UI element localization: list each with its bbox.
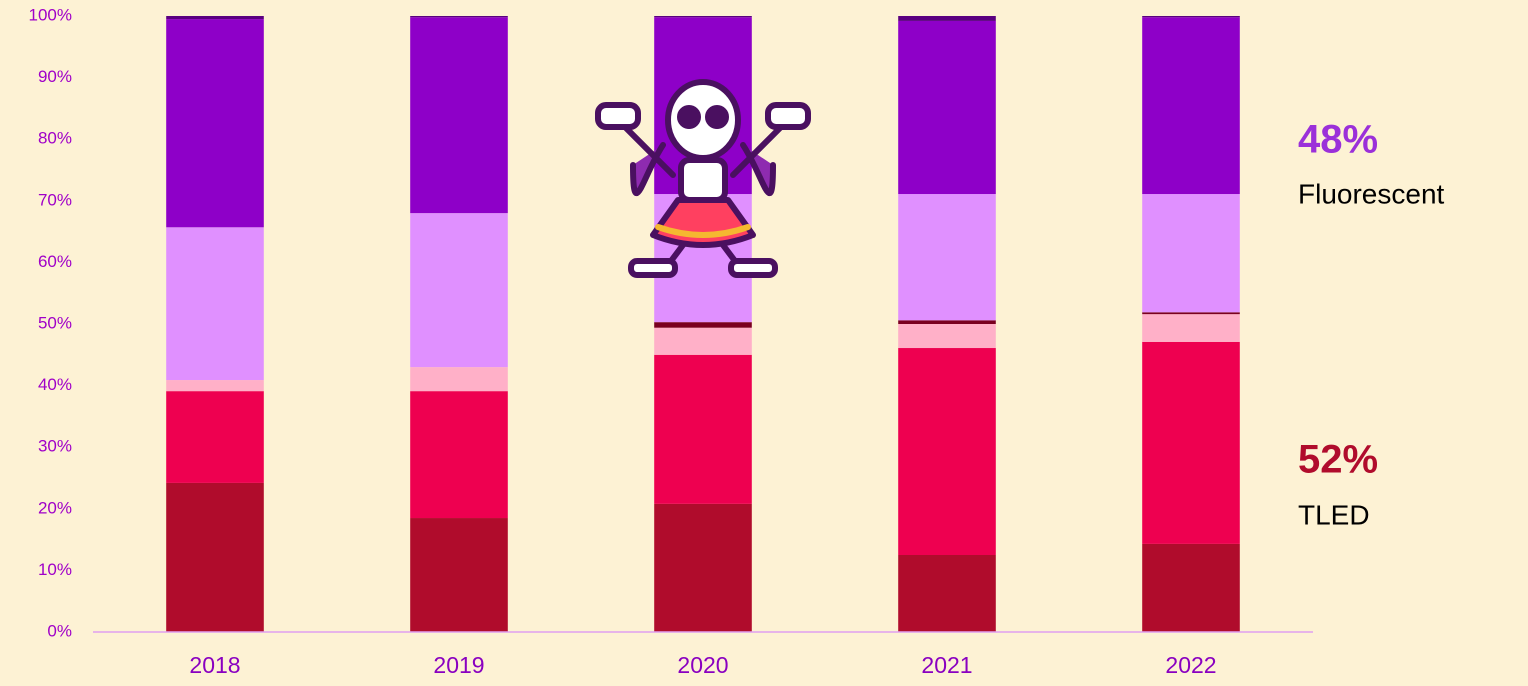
eye: [708, 108, 726, 126]
bar-segment: [166, 19, 264, 227]
x-tick-label: 2018: [189, 652, 240, 678]
x-tick-label: 2021: [921, 652, 972, 678]
y-tick-label: 40%: [38, 375, 72, 394]
y-tick-label: 70%: [38, 190, 72, 209]
bar-segment: [898, 324, 996, 348]
annotation-text: TLED: [1298, 499, 1370, 530]
bar-segment: [410, 17, 508, 213]
y-tick-label: 90%: [38, 67, 72, 86]
y-tick-label: 60%: [38, 252, 72, 271]
bar-segment: [654, 328, 752, 355]
annotation-value: 52%: [1298, 438, 1378, 482]
bar-segment: [898, 320, 996, 324]
ribs: [681, 160, 725, 200]
bar-segment: [654, 504, 752, 632]
bar-segment: [166, 391, 264, 483]
bar-segment: [410, 213, 508, 367]
foot: [631, 261, 675, 275]
annotation-value: 48%: [1298, 118, 1378, 162]
bar-segment: [1142, 17, 1240, 194]
y-tick-label: 50%: [38, 313, 72, 332]
y-tick-label: 10%: [38, 560, 72, 579]
bar-segment: [410, 518, 508, 632]
bar-segment: [166, 16, 264, 19]
bar-segment: [654, 355, 752, 504]
annotation-text: Fluorescent: [1298, 178, 1445, 209]
bar-segment: [898, 348, 996, 555]
bar-segment: [166, 380, 264, 391]
bar-segment: [166, 483, 264, 632]
y-tick-label: 80%: [38, 129, 72, 148]
x-tick-label: 2020: [677, 652, 728, 678]
y-tick-label: 0%: [47, 621, 72, 640]
bar-segment: [410, 16, 508, 17]
bar-segment: [1142, 544, 1240, 632]
bar-segment: [654, 16, 752, 17]
chart: 48% Fluorescent 52% TLED 0% 10% 20% 30% 40% 5…: [0, 0, 1528, 686]
x-tick-label: 2022: [1165, 652, 1216, 678]
bar-segment: [166, 227, 264, 380]
x-tick-label: 2019: [433, 652, 484, 678]
bar-segment: [410, 367, 508, 391]
eye: [680, 108, 698, 126]
bar-segment: [410, 391, 508, 518]
page: 48% Fluorescent 52% TLED 0% 10% 20% 30% 40% 5…: [0, 0, 1528, 686]
y-tick-label: 20%: [38, 498, 72, 517]
bar-segment: [1142, 312, 1240, 314]
y-tick-label: 30%: [38, 437, 72, 456]
bar-segment: [898, 21, 996, 194]
bar-segment: [1142, 342, 1240, 544]
bar-segment: [1142, 314, 1240, 342]
bar-segment: [898, 16, 996, 21]
y-tick-label: 100%: [29, 5, 72, 24]
bar-segment: [898, 194, 996, 320]
hand: [768, 105, 808, 127]
bar-segment: [1142, 194, 1240, 312]
hand: [598, 105, 638, 127]
bar-segment: [898, 555, 996, 632]
bar-segment: [654, 322, 752, 328]
bar-segment: [1142, 16, 1240, 17]
foot: [731, 261, 775, 275]
